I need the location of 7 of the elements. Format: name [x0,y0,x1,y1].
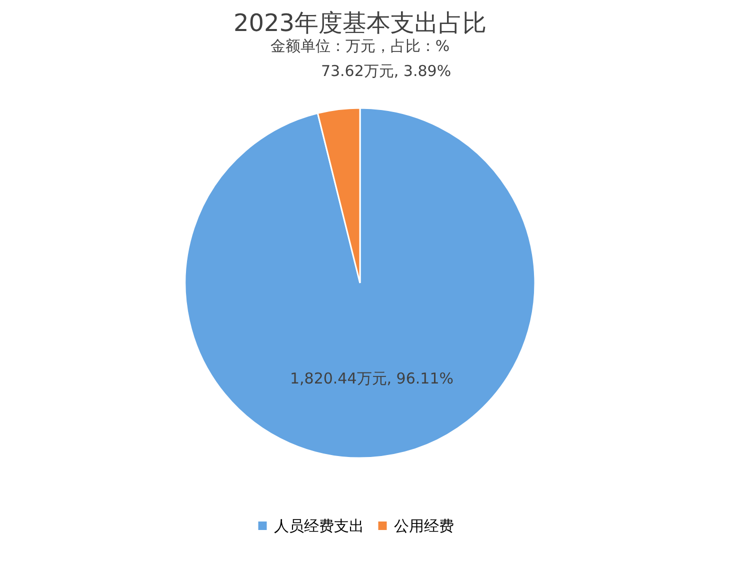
chart-title: 2023年度基本支出占比 [233,9,487,38]
data-label: 73.62万元, 3.89% [320,62,452,80]
data-label: 1,820.44万元, 96.11% [290,370,454,388]
legend-label: 人员经费支出 [274,516,364,535]
chart-subtitle: 金额单位：万元，占比：% [270,37,450,56]
pie-slice [184,107,536,458]
legend-label: 公用经费 [394,516,454,535]
